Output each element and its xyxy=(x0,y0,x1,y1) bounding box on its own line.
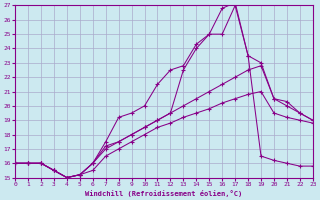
X-axis label: Windchill (Refroidissement éolien,°C): Windchill (Refroidissement éolien,°C) xyxy=(85,190,243,197)
